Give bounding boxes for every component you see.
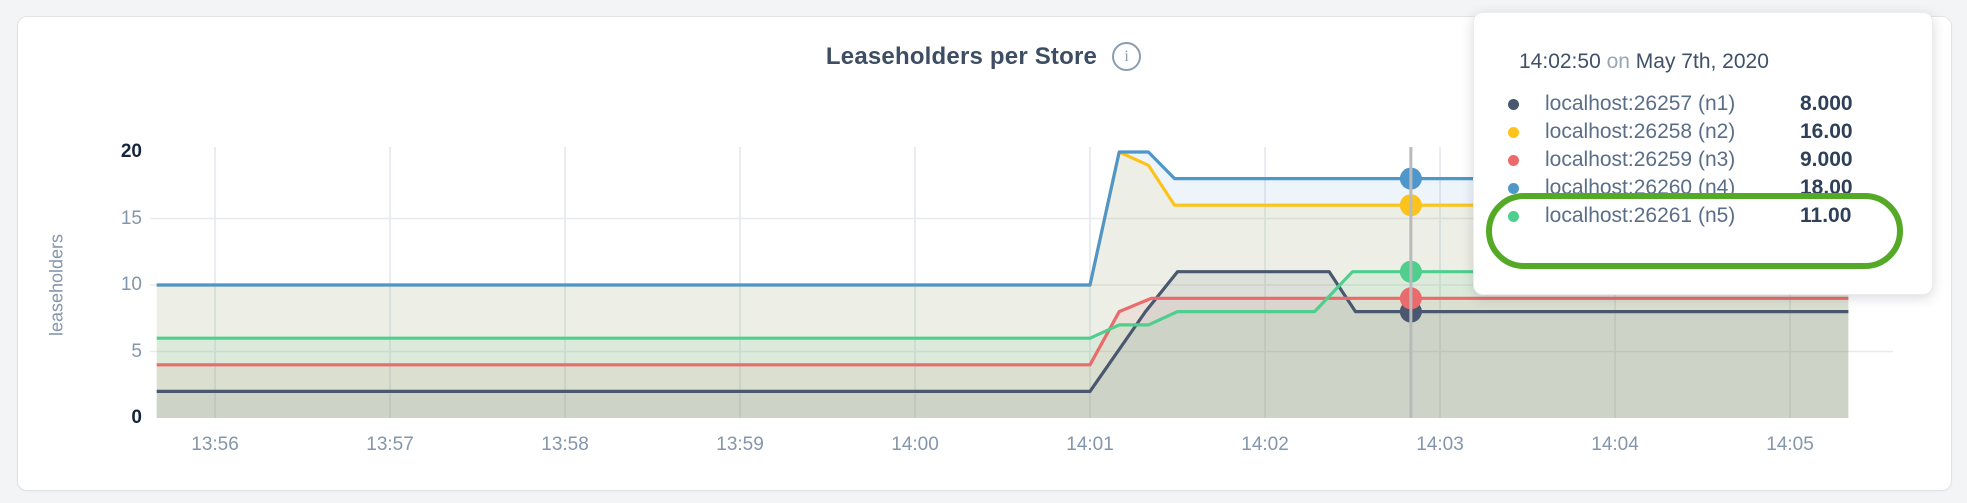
series-color-dot xyxy=(1508,126,1519,138)
x-tick-label: 14:05 xyxy=(1766,434,1814,455)
y-tick-label: 0 xyxy=(131,407,142,428)
x-tick-label: 14:01 xyxy=(1066,434,1114,455)
tooltip-series-row: localhost:26257 (n1) 8.000 xyxy=(1508,90,1908,118)
hover-tooltip: 14:02:50 on May 7th, 2020 localhost:2625… xyxy=(1473,12,1933,295)
series-label: localhost:26261 (n5) xyxy=(1545,204,1736,227)
series-line-n3 xyxy=(156,296,1849,367)
highlight-annotation-circle xyxy=(1486,193,1903,269)
x-tick-label: 13:59 xyxy=(716,434,764,455)
series-color-dot xyxy=(1508,98,1519,110)
x-tick-label: 14:02 xyxy=(1241,434,1289,455)
series-line-n5 xyxy=(156,270,1849,340)
x-tick-label: 14:04 xyxy=(1591,434,1639,455)
info-icon[interactable]: i xyxy=(1112,42,1142,71)
series-label: localhost:26259 (n3) xyxy=(1545,148,1736,171)
x-tick-label: 14:00 xyxy=(891,434,939,455)
y-tick-label: 15 xyxy=(120,207,142,229)
series-value: 9.000 xyxy=(1800,148,1853,171)
y-tick-label: 5 xyxy=(131,340,142,362)
tooltip-header: 14:02:50 on May 7th, 2020 xyxy=(1519,49,1908,75)
series-label: localhost:26258 (n2) xyxy=(1545,120,1736,143)
y-tick-label: 20 xyxy=(120,141,142,162)
x-tick-label: 13:56 xyxy=(191,434,239,455)
series-label: localhost:26257 (n1) xyxy=(1545,92,1736,115)
chart-header: Leaseholders per Store i xyxy=(17,42,1950,71)
series-value: 8.000 xyxy=(1800,92,1853,115)
chart-title: Leaseholders per Store xyxy=(825,42,1098,70)
tooltip-time: 14:02:50 xyxy=(1519,50,1601,73)
tooltip-series-row: localhost:26259 (n3) 9.000 xyxy=(1508,146,1908,174)
series-color-dot xyxy=(1508,182,1519,194)
series-line-n4 xyxy=(156,150,1849,287)
x-tick-label: 13:57 xyxy=(366,434,414,455)
x-tick-label: 14:03 xyxy=(1416,434,1464,455)
series-line-n1 xyxy=(156,270,1849,393)
series-value: 16.00 xyxy=(1800,120,1853,143)
tooltip-connector: on xyxy=(1606,50,1630,73)
tooltip-date: May 7th, 2020 xyxy=(1635,50,1769,73)
series-color-dot xyxy=(1508,154,1519,166)
series-value: 11.00 xyxy=(1800,204,1852,227)
y-tick-label: 10 xyxy=(120,274,142,295)
x-tick-label: 13:58 xyxy=(541,434,589,455)
tooltip-series-row: localhost:26258 (n2) 16.00 xyxy=(1508,118,1908,146)
